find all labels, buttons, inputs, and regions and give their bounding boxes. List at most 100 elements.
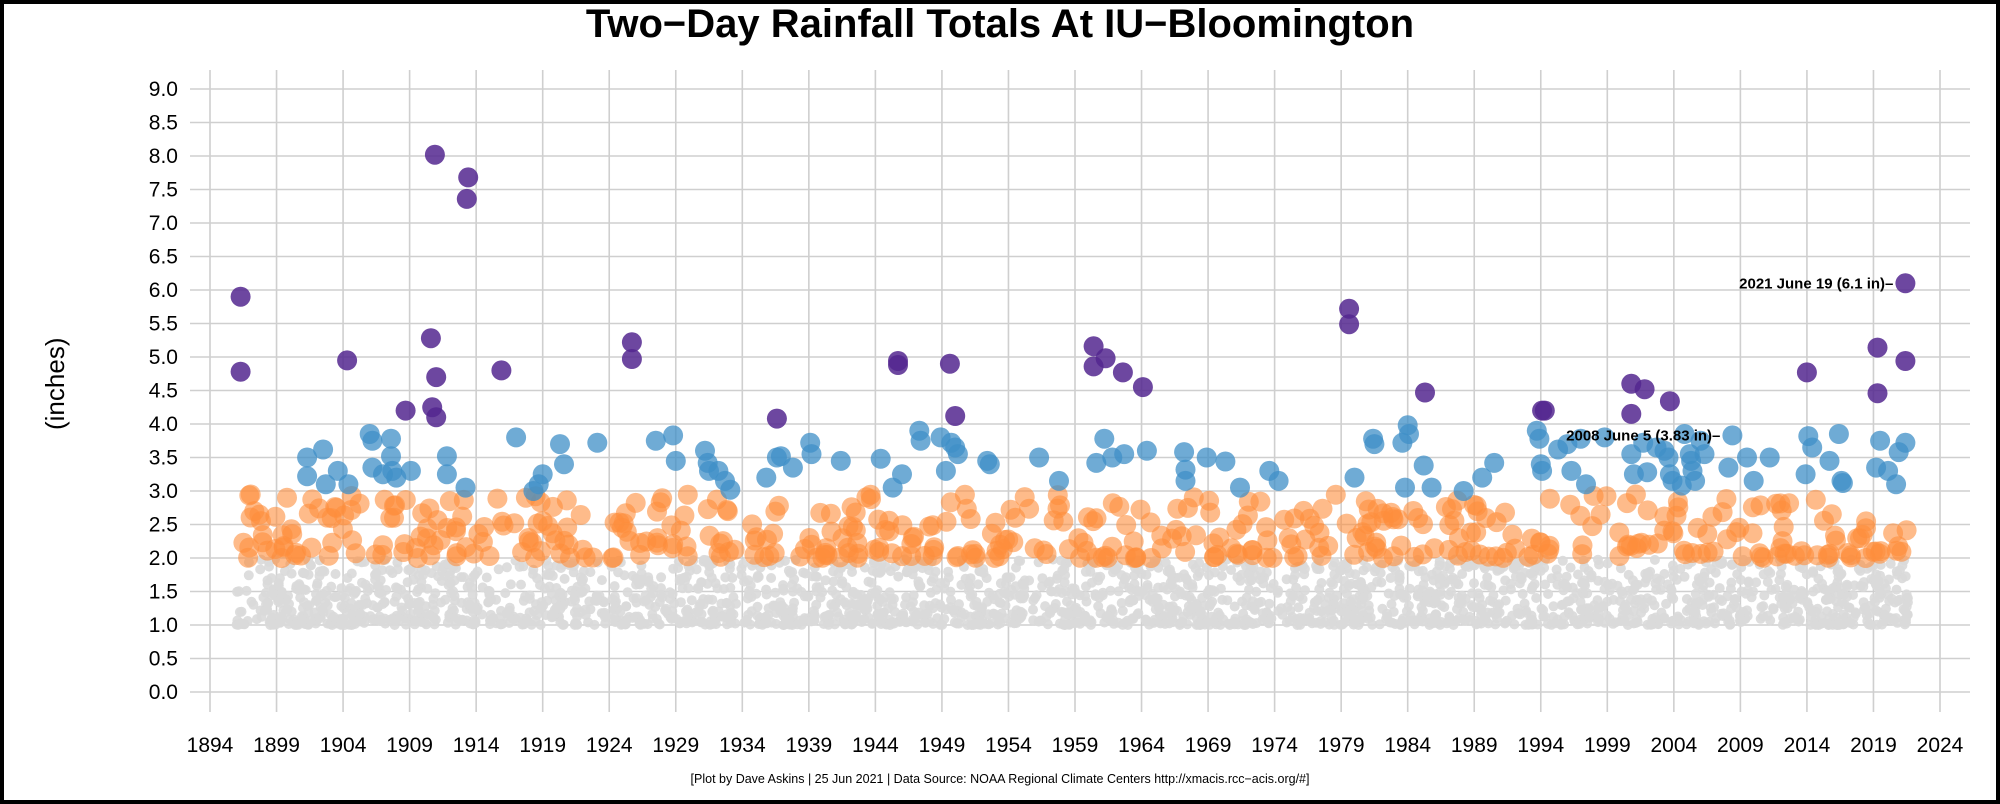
data-point — [983, 609, 994, 620]
data-point — [935, 460, 956, 481]
data-point — [1105, 585, 1116, 596]
data-point — [1762, 577, 1773, 587]
data-point — [1539, 488, 1560, 509]
data-point — [1000, 613, 1011, 624]
data-point — [1326, 612, 1337, 623]
data-point — [1199, 490, 1220, 511]
data-point — [1579, 575, 1590, 586]
data-point — [1366, 582, 1377, 592]
data-point — [1517, 589, 1528, 599]
data-point — [575, 587, 586, 598]
data-point — [1674, 424, 1695, 444]
data-point — [1118, 579, 1129, 590]
data-point — [801, 534, 822, 555]
data-point — [550, 434, 570, 455]
data-point — [609, 581, 620, 592]
data-point — [277, 487, 297, 508]
data-point — [464, 599, 475, 610]
data-point — [939, 614, 950, 624]
data-point — [972, 601, 983, 612]
data-point — [352, 616, 363, 626]
data-point — [1572, 619, 1583, 630]
x-tick-label: 1959 — [1052, 734, 1099, 757]
data-point — [1509, 619, 1520, 630]
data-point — [930, 566, 941, 577]
x-tick-label: 1909 — [386, 734, 433, 757]
data-point — [264, 561, 274, 572]
data-point — [1625, 484, 1646, 505]
data-point — [1244, 584, 1254, 595]
data-point — [330, 569, 341, 579]
data-point — [1352, 522, 1373, 543]
data-point — [1183, 580, 1193, 590]
data-point — [1472, 467, 1493, 488]
data-point — [500, 588, 511, 599]
data-point — [419, 498, 440, 519]
y-tick-label: 8.0 — [149, 145, 178, 168]
data-point — [446, 546, 467, 567]
data-point — [817, 545, 838, 565]
data-point — [1867, 383, 1888, 404]
data-point — [692, 583, 703, 593]
data-point — [920, 609, 931, 620]
data-point — [440, 594, 451, 605]
data-point — [483, 585, 494, 596]
data-point — [575, 607, 586, 618]
data-point — [410, 616, 421, 627]
data-point — [1086, 452, 1107, 473]
data-point — [1570, 428, 1591, 449]
data-point — [448, 586, 458, 597]
data-point — [273, 580, 284, 591]
data-point — [1203, 533, 1224, 554]
data-point — [1413, 514, 1433, 535]
data-point — [1154, 602, 1165, 613]
data-point — [874, 567, 885, 578]
data-point — [241, 585, 252, 596]
data-point — [643, 575, 654, 586]
data-point — [911, 609, 922, 620]
data-point — [1718, 457, 1739, 478]
data-point — [346, 568, 357, 579]
data-point — [589, 619, 600, 630]
data-point — [1344, 467, 1365, 488]
data-point — [439, 491, 460, 512]
data-point — [1773, 516, 1794, 537]
series-1-2-in — [231, 554, 1913, 630]
data-point — [1742, 605, 1752, 616]
data-point — [1222, 595, 1233, 606]
data-point — [1673, 540, 1694, 561]
data-point — [1548, 601, 1559, 612]
data-point — [1182, 619, 1193, 630]
data-point — [677, 546, 698, 567]
data-point — [965, 573, 976, 584]
data-point — [1453, 481, 1474, 501]
y-tick-label: 0.0 — [149, 681, 178, 704]
data-point — [1230, 477, 1250, 498]
data-point — [1307, 618, 1318, 629]
data-point — [1226, 565, 1237, 575]
data-point — [1817, 544, 1838, 565]
data-point — [833, 611, 844, 622]
data-point — [863, 576, 874, 587]
data-point — [1381, 502, 1402, 523]
data-point — [778, 585, 789, 596]
data-point — [820, 575, 831, 586]
data-point — [1457, 569, 1468, 579]
y-tick-label: 1.0 — [149, 614, 178, 637]
data-point — [1114, 444, 1135, 465]
data-point — [266, 590, 277, 600]
data-point — [485, 619, 495, 630]
data-point — [1610, 617, 1621, 628]
data-point — [1895, 351, 1916, 371]
data-point — [1694, 444, 1715, 465]
data-point — [1870, 579, 1881, 590]
data-point — [1637, 500, 1658, 521]
data-point — [1434, 579, 1445, 590]
x-tick-label: 1929 — [652, 734, 699, 757]
data-point — [848, 586, 859, 597]
data-point — [766, 617, 777, 628]
data-point — [1694, 576, 1705, 587]
data-point — [674, 574, 685, 584]
data-point — [1339, 314, 1360, 335]
